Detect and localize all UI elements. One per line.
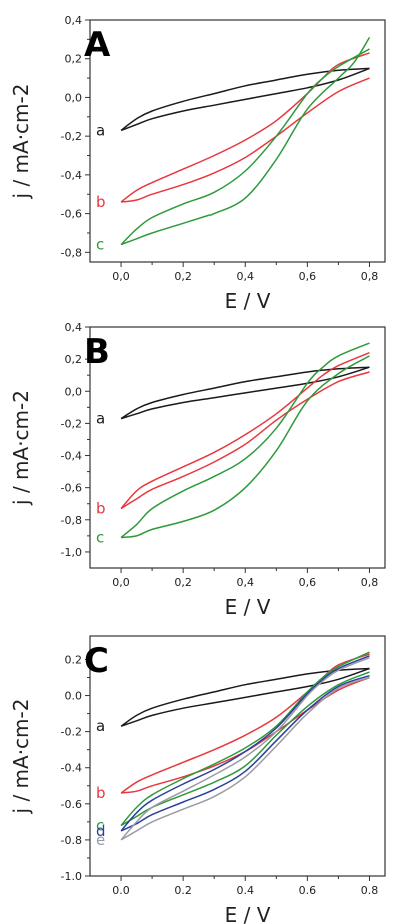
x-tick-label: 0.6 (299, 884, 317, 897)
series-b-cathodic-line (121, 77, 370, 203)
series-label-b: b (96, 193, 106, 211)
x-tick-label: 0.4 (237, 884, 255, 897)
y-tick-label: 0,2 (65, 353, 83, 366)
panel-b: 0,0 0,2 0,4 0,6 0,8 0,4 0,2 0,0 -0,2 -0,4 -0,6 -0,8… (9, 321, 386, 619)
y-tick-label: 0,0 (65, 385, 83, 398)
x-axis-label: E / V (225, 289, 271, 313)
y-tick-label: -0,6 (61, 482, 82, 495)
y-tick-label: 0,4 (65, 14, 83, 27)
x-tick-label: 0,6 (299, 576, 317, 589)
x-tick-label: 0,0 (112, 576, 130, 589)
panel-letter: B (84, 332, 110, 372)
series-c-cathodic-line (121, 355, 370, 539)
series-label-b: b (96, 784, 106, 802)
series-c-anodic-line (120, 48, 370, 246)
panel-a: 0,0 0,2 0,4 0,6 0,8 0,4 0,2 0,0 -0,2 -0,4 -0,6 -0,8… (9, 14, 386, 313)
panel-letter: C (84, 641, 109, 681)
series-a-anodic-line (120, 67, 370, 131)
y-tick-label: 0,2 (65, 53, 83, 66)
x-tick-label: 0,2 (174, 270, 192, 283)
x-tick-label: 0,4 (237, 576, 255, 589)
x-tick-label: 0,4 (237, 270, 255, 283)
y-tick-label: -1.0 (61, 870, 82, 883)
x-tick-label: 0.2 (174, 884, 192, 897)
series-b-anodic-line (120, 352, 370, 510)
x-axis-label: E / V (225, 595, 271, 619)
series-label-b: b (96, 500, 106, 518)
y-tick-label: -0.8 (61, 834, 82, 847)
plot-frame (89, 19, 386, 263)
series-c-anodic-line (120, 651, 370, 826)
series-label-d: d (96, 822, 106, 840)
plot-frame (89, 635, 386, 877)
x-tick-label: 0,0 (112, 270, 130, 283)
series-e-anodic-line (120, 657, 370, 841)
y-tick-label: -0.6 (61, 798, 82, 811)
y-axis-label: j / mA·cm-2 (9, 699, 33, 815)
series-b-anodic-line (120, 52, 370, 203)
y-tick-label: -0,4 (61, 169, 82, 182)
series-b-cathodic-line (120, 371, 370, 510)
x-tick-label: 0,6 (299, 270, 317, 283)
series-e-cathodic-line (120, 676, 370, 841)
x-tick-label: 0,2 (174, 576, 192, 589)
series-d-anodic-line (120, 655, 370, 832)
y-tick-label: -0,8 (61, 246, 82, 259)
series-a-anodic-line (120, 667, 370, 727)
series-a-cathodic-line (120, 366, 370, 420)
y-tick-label: -0,2 (61, 417, 82, 430)
y-axis-label: j / mA·cm-2 (9, 390, 33, 506)
series-a-anodic-line (120, 366, 370, 420)
x-tick-label: 0,8 (361, 270, 379, 283)
y-tick-label: 0,4 (65, 321, 83, 334)
x-tick-label: 0.8 (361, 884, 379, 897)
y-tick-label: 0,0 (65, 91, 83, 104)
series-label-c: c (96, 528, 104, 546)
series-label-e: e (96, 831, 105, 849)
y-tick-label: -0,8 (61, 514, 82, 527)
series-label-a: a (96, 410, 105, 428)
y-tick-label: -0.4 (61, 762, 82, 775)
series-a-cathodic-line (120, 667, 370, 727)
series-c-cathodic-line (120, 37, 371, 246)
x-tick-label: 0,8 (361, 576, 379, 589)
y-tick-label: 0.0 (65, 690, 83, 703)
panel-letter: A (84, 25, 111, 65)
plot-frame (89, 326, 386, 569)
series-label-a: a (96, 121, 105, 139)
series-label-c: c (96, 816, 104, 834)
series-a-cathodic-line (120, 67, 370, 132)
x-tick-label: 0.0 (112, 884, 130, 897)
y-tick-label: -0.2 (61, 726, 82, 739)
series-label-c: c (96, 236, 104, 254)
y-tick-label: -0,6 (61, 208, 82, 221)
y-tick-label: 0.2 (65, 653, 83, 666)
y-tick-label: -1,0 (61, 546, 82, 559)
series-c-cathodic-line (120, 671, 370, 827)
series-d-cathodic-line (120, 674, 370, 832)
y-tick-label: -0,4 (61, 450, 82, 463)
series-label-a: a (96, 717, 105, 735)
series-c-anodic-line (120, 342, 370, 539)
y-tick-label: -0,2 (61, 130, 82, 143)
y-axis-label: j / mA·cm-2 (9, 84, 33, 200)
panel-c: 0.0 0.2 0.4 0.6 0.8 0.2 0.0 -0.2 -0.4 -0.6 -0.8 -1.… (9, 635, 386, 924)
x-axis-label: E / V (225, 903, 271, 924)
